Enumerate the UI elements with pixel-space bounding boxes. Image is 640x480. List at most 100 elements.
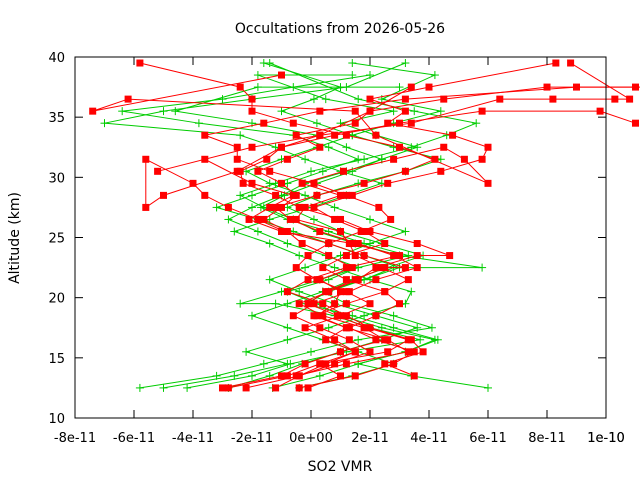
data-point	[378, 264, 386, 272]
data-point	[230, 371, 239, 380]
y-tick-label: 20	[48, 292, 65, 307]
data-point	[316, 131, 324, 139]
data-point	[375, 203, 383, 211]
data-point	[496, 95, 504, 103]
data-point	[372, 336, 380, 344]
data-point	[342, 276, 350, 284]
data-point	[136, 59, 144, 67]
data-point	[437, 167, 445, 175]
data-point	[316, 143, 324, 151]
chart-title: Occultations from 2026-05-26	[235, 21, 445, 37]
green-series-3	[224, 71, 492, 392]
data-point	[360, 179, 368, 187]
data-point	[322, 288, 330, 296]
green-series-0	[236, 59, 487, 392]
data-point	[413, 323, 422, 332]
data-point	[212, 203, 221, 212]
data-point	[253, 83, 262, 92]
x-tick-label: -4e-11	[172, 431, 214, 446]
data-point	[278, 179, 285, 187]
data-point	[404, 348, 412, 356]
data-point	[366, 215, 374, 224]
data-point	[301, 263, 310, 272]
data-point	[283, 155, 291, 163]
data-point	[413, 264, 421, 272]
x-tick-label: 1e-10	[587, 431, 625, 446]
data-point	[310, 312, 318, 320]
data-point	[334, 312, 342, 320]
data-point	[543, 83, 551, 91]
data-point	[351, 107, 359, 115]
data-point	[377, 323, 386, 332]
data-point	[248, 371, 256, 380]
data-point	[233, 155, 241, 163]
data-point	[342, 324, 350, 332]
data-point	[389, 311, 398, 320]
data-point	[135, 383, 144, 392]
data-point	[253, 71, 262, 80]
data-point	[396, 143, 403, 151]
data-point	[484, 179, 492, 187]
data-point	[401, 227, 410, 236]
data-point	[236, 299, 245, 308]
data-point	[390, 360, 398, 368]
data-point	[298, 240, 306, 248]
data-point	[366, 107, 374, 115]
data-point	[337, 372, 344, 380]
data-point	[201, 191, 209, 199]
data-point	[289, 191, 297, 199]
data-point	[256, 203, 265, 212]
red-series-7	[154, 59, 634, 380]
data-point	[283, 299, 292, 308]
data-point	[348, 264, 356, 272]
data-point	[366, 324, 374, 332]
data-point	[573, 83, 580, 91]
data-point	[298, 179, 306, 187]
data-point	[407, 119, 415, 127]
data-point	[410, 348, 418, 356]
red-series-2	[136, 59, 439, 392]
data-point	[552, 59, 560, 67]
data-point	[242, 384, 250, 392]
data-point	[319, 300, 327, 308]
y-tick-label: 25	[48, 232, 65, 247]
data-point	[236, 131, 245, 140]
red-series-6	[89, 71, 492, 380]
data-point	[89, 107, 97, 115]
x-tick-label: 6e-11	[469, 431, 507, 446]
data-point	[289, 312, 297, 320]
data-point	[440, 95, 448, 103]
data-point	[354, 95, 363, 104]
data-point	[446, 252, 454, 260]
data-point	[401, 167, 409, 175]
data-point	[348, 240, 356, 248]
data-point	[440, 143, 448, 151]
red-series-4	[295, 59, 560, 392]
data-point	[304, 384, 312, 392]
data-point	[194, 119, 203, 128]
data-point	[309, 95, 318, 104]
data-point	[301, 155, 310, 164]
data-point	[321, 95, 330, 104]
data-point	[419, 348, 427, 356]
data-point	[265, 239, 274, 248]
data-point	[318, 167, 327, 176]
data-point	[372, 276, 380, 284]
y-tick-label: 30	[48, 171, 65, 186]
data-point	[404, 276, 412, 284]
data-point	[460, 155, 468, 163]
data-point	[266, 167, 274, 175]
data-point	[366, 239, 374, 248]
data-point	[142, 203, 150, 211]
data-point	[342, 143, 351, 152]
data-point	[159, 383, 168, 392]
y-tick-label: 35	[48, 111, 65, 126]
data-point	[278, 71, 285, 79]
data-point	[310, 203, 318, 211]
data-point	[254, 215, 262, 223]
data-point	[286, 215, 294, 223]
data-point	[407, 287, 416, 296]
data-point	[271, 299, 280, 308]
data-point	[283, 372, 291, 380]
data-point	[430, 71, 439, 80]
